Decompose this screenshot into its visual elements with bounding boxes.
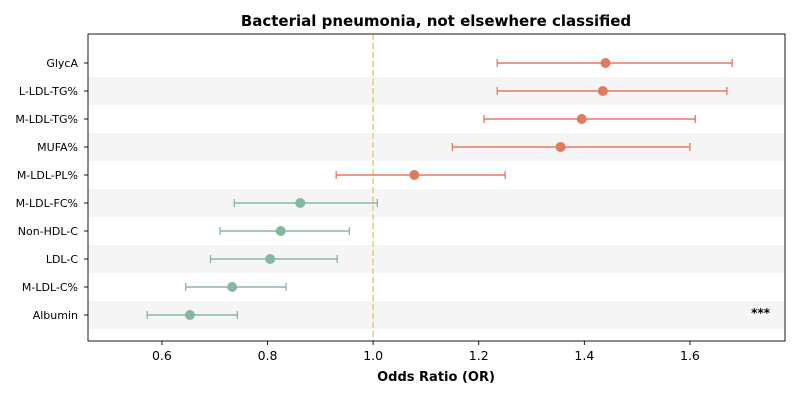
y-tick-label: MUFA% — [37, 141, 78, 154]
or-point — [265, 254, 276, 264]
x-tick-label: 1.4 — [574, 348, 594, 363]
or-point — [600, 58, 611, 68]
y-tick-label: Albumin — [33, 309, 78, 322]
y-tick-label: LDL-C — [46, 253, 79, 266]
or-point — [227, 282, 238, 292]
x-axis: 0.6 0.8 1.0 1.2 1.4 1.6 — [152, 341, 700, 363]
or-point — [576, 114, 587, 124]
y-axis: GlycA L-LDL-TG% M-LDL-TG% MUFA% M-LDL-PL% M-L… — [15, 57, 88, 322]
y-tick-label: GlycA — [46, 57, 78, 70]
y-tick-label: M-LDL-TG% — [15, 113, 78, 126]
y-tick-label: M-LDL-C% — [22, 281, 78, 294]
row-band — [88, 189, 785, 217]
data-marks: *** — [146, 58, 771, 320]
row-bands — [88, 77, 785, 329]
x-tick-label: 1.6 — [680, 348, 700, 363]
x-tick-label: 0.8 — [258, 348, 278, 363]
x-tick-label: 1.2 — [469, 348, 489, 363]
plot-frame — [87, 33, 786, 342]
or-point — [275, 226, 286, 236]
or-point — [295, 198, 306, 208]
significance-annotation: *** — [751, 306, 771, 320]
y-tick-label: M-LDL-PL% — [17, 169, 78, 182]
x-axis-label: Odds Ratio (OR) — [377, 370, 495, 385]
row-band — [88, 245, 785, 273]
x-tick-label: 1.0 — [363, 348, 383, 363]
y-tick-label: L-LDL-TG% — [19, 85, 78, 98]
y-tick-label: Non-HDL-C — [18, 225, 79, 238]
or-point — [409, 170, 420, 180]
or-point — [555, 142, 566, 152]
x-tick-label: 0.6 — [152, 348, 172, 363]
or-point — [597, 86, 608, 96]
chart-title: Bacterial pneumonia, not elsewhere class… — [241, 12, 631, 30]
y-tick-label: M-LDL-FC% — [16, 197, 78, 210]
or-point — [184, 310, 195, 320]
